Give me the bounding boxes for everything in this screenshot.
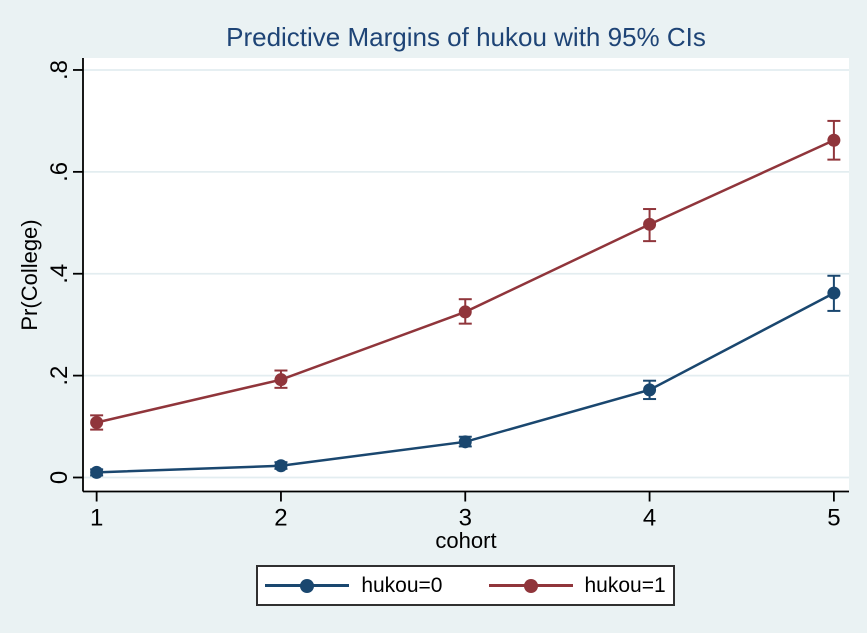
data-point-hukou=0 — [643, 383, 657, 397]
legend-swatch-hukou1 — [488, 578, 573, 593]
y-tick-label: .8 — [46, 60, 73, 80]
legend-dot-icon — [300, 578, 315, 593]
data-point-hukou=1 — [90, 415, 104, 429]
data-point-hukou=0 — [827, 286, 841, 300]
y-tick-label: .2 — [46, 366, 73, 386]
legend-dot-icon — [523, 578, 538, 593]
chart-title: Predictive Margins of hukou with 95% CIs — [226, 22, 706, 52]
x-tick-label: 4 — [643, 505, 656, 532]
legend-entry-hukou1: hukou=1 — [488, 573, 666, 598]
legend-label-hukou1: hukou=1 — [584, 573, 666, 597]
data-point-hukou=1 — [458, 305, 472, 319]
legend: hukou=0 hukou=1 — [256, 565, 675, 606]
y-tick-label: .6 — [46, 162, 73, 182]
data-point-hukou=0 — [458, 435, 472, 449]
data-point-hukou=1 — [274, 373, 288, 387]
y-tick-label: .4 — [46, 264, 73, 284]
data-point-hukou=1 — [643, 217, 657, 231]
data-point-hukou=1 — [827, 133, 841, 147]
legend-entry-hukou0: hukou=0 — [265, 573, 443, 598]
x-axis-title: cohort — [435, 528, 497, 553]
x-tick-label: 2 — [274, 505, 287, 532]
x-tick-label: 1 — [90, 505, 103, 532]
legend-swatch-hukou0 — [265, 578, 350, 593]
x-tick-label: 3 — [459, 505, 472, 532]
y-tick-label: 0 — [46, 471, 73, 484]
plot-area — [83, 58, 849, 492]
y-axis-title: Pr(College) — [17, 219, 42, 331]
x-tick-label: 5 — [827, 505, 840, 532]
data-point-hukou=0 — [274, 459, 288, 473]
legend-label-hukou0: hukou=0 — [361, 573, 443, 597]
data-point-hukou=0 — [90, 465, 104, 479]
